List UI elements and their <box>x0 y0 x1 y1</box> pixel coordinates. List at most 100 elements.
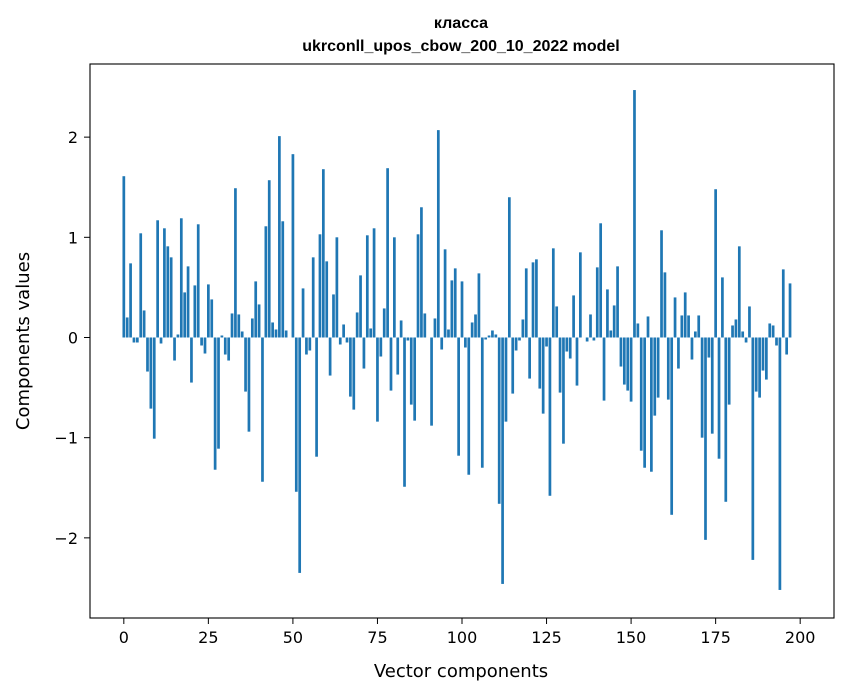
bar <box>765 337 768 380</box>
bar <box>737 246 741 338</box>
bar <box>629 337 633 402</box>
bar <box>558 337 562 393</box>
bar <box>234 188 237 338</box>
bar <box>751 337 755 560</box>
bar <box>704 337 707 540</box>
bar <box>332 294 335 338</box>
bar <box>518 337 521 341</box>
bar <box>572 295 575 338</box>
bar <box>731 325 734 338</box>
bar <box>430 337 433 426</box>
bar <box>771 325 775 338</box>
bar <box>163 228 166 338</box>
bar <box>761 337 765 371</box>
bar <box>474 314 477 338</box>
bar <box>190 337 193 383</box>
bar <box>504 337 508 422</box>
bar <box>335 237 339 338</box>
bar <box>389 337 393 391</box>
bar <box>267 180 271 338</box>
bar <box>687 315 690 338</box>
bar <box>599 223 603 338</box>
bar <box>748 306 751 338</box>
bar <box>156 220 159 338</box>
bar <box>693 331 697 338</box>
bar <box>670 337 674 515</box>
bar <box>535 259 538 338</box>
bar <box>646 316 650 338</box>
bar <box>146 337 149 372</box>
bar <box>734 319 738 338</box>
bar <box>247 337 251 432</box>
bar <box>602 337 606 401</box>
bar <box>477 273 481 338</box>
bar <box>210 299 214 338</box>
bar <box>382 308 386 338</box>
bar <box>622 337 626 385</box>
bar <box>521 319 525 338</box>
bar <box>778 337 782 590</box>
bar <box>501 337 504 584</box>
bar <box>639 337 643 451</box>
bar <box>595 267 599 338</box>
bar <box>159 337 163 344</box>
bar <box>142 310 146 338</box>
bar <box>551 248 555 338</box>
bar <box>470 322 474 338</box>
bar <box>261 337 264 482</box>
bar <box>372 228 376 338</box>
bar <box>284 330 288 338</box>
bar <box>660 230 663 338</box>
x-tick-label: 150 <box>616 628 647 647</box>
bar <box>217 337 220 449</box>
bar <box>453 268 457 338</box>
bar <box>450 280 454 338</box>
bar <box>491 330 494 338</box>
bar <box>183 292 187 338</box>
bar <box>254 281 258 338</box>
bar <box>680 315 684 338</box>
bar <box>393 237 396 338</box>
y-tick-label: −1 <box>54 429 78 448</box>
bar <box>612 305 616 338</box>
bar <box>788 283 792 338</box>
x-tick-label: 75 <box>367 628 387 647</box>
bar <box>507 197 511 338</box>
bar <box>754 337 758 392</box>
bar <box>166 246 170 338</box>
bar <box>325 261 329 338</box>
bar <box>213 337 217 470</box>
x-tick-label: 0 <box>119 628 129 647</box>
bar <box>673 297 677 338</box>
bar <box>321 169 325 338</box>
bar <box>650 337 653 472</box>
bar <box>710 337 714 434</box>
x-axis-ticks: 0 25 50 75 100 125 150 175 200 <box>119 618 815 647</box>
bar <box>443 249 447 338</box>
bar <box>609 330 613 338</box>
bar <box>291 154 295 338</box>
bar <box>589 314 592 338</box>
bar <box>744 337 748 343</box>
chart-subtitle: ukrconll_upos_cbow_200_10_2022 model <box>302 38 619 55</box>
bar <box>653 337 657 416</box>
y-tick-label: 1 <box>68 228 78 247</box>
bar <box>301 288 305 338</box>
bar <box>264 226 268 338</box>
bar <box>352 337 356 410</box>
bar <box>717 337 721 459</box>
bar <box>714 189 717 338</box>
bar <box>514 337 518 351</box>
chart-title: класса <box>434 15 488 32</box>
bar <box>487 335 491 338</box>
bar <box>227 337 231 361</box>
x-tick-label: 125 <box>531 628 562 647</box>
y-tick-label: 2 <box>68 128 78 147</box>
bar <box>775 337 778 346</box>
bar <box>555 306 559 338</box>
bar <box>467 337 471 475</box>
bar <box>568 337 572 359</box>
bar <box>298 337 302 573</box>
bar <box>244 337 247 392</box>
